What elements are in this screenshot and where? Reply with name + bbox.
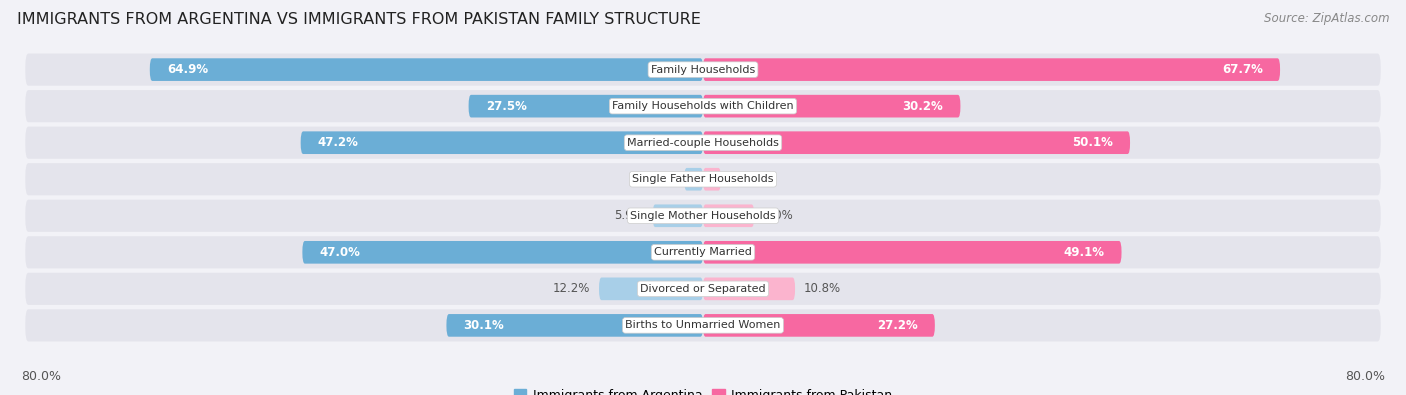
Text: Source: ZipAtlas.com: Source: ZipAtlas.com — [1264, 12, 1389, 25]
Text: IMMIGRANTS FROM ARGENTINA VS IMMIGRANTS FROM PAKISTAN FAMILY STRUCTURE: IMMIGRANTS FROM ARGENTINA VS IMMIGRANTS … — [17, 12, 700, 27]
FancyBboxPatch shape — [25, 127, 1381, 159]
Text: 64.9%: 64.9% — [167, 63, 208, 76]
FancyBboxPatch shape — [468, 95, 703, 117]
FancyBboxPatch shape — [25, 200, 1381, 232]
Text: 2.1%: 2.1% — [730, 173, 759, 186]
Text: Currently Married: Currently Married — [654, 247, 752, 257]
FancyBboxPatch shape — [301, 132, 703, 154]
FancyBboxPatch shape — [652, 205, 703, 227]
Text: 5.9%: 5.9% — [614, 209, 644, 222]
Legend: Immigrants from Argentina, Immigrants from Pakistan: Immigrants from Argentina, Immigrants fr… — [513, 389, 893, 395]
Text: Family Households: Family Households — [651, 65, 755, 75]
Text: 10.8%: 10.8% — [804, 282, 841, 295]
Text: 67.7%: 67.7% — [1222, 63, 1263, 76]
Text: Single Father Households: Single Father Households — [633, 174, 773, 184]
FancyBboxPatch shape — [25, 54, 1381, 86]
Text: Married-couple Households: Married-couple Households — [627, 138, 779, 148]
FancyBboxPatch shape — [302, 241, 703, 263]
FancyBboxPatch shape — [703, 278, 794, 300]
Text: 2.2%: 2.2% — [645, 173, 676, 186]
FancyBboxPatch shape — [703, 132, 1130, 154]
FancyBboxPatch shape — [685, 168, 703, 190]
FancyBboxPatch shape — [703, 314, 935, 337]
FancyBboxPatch shape — [25, 273, 1381, 305]
FancyBboxPatch shape — [150, 58, 703, 81]
FancyBboxPatch shape — [703, 168, 721, 190]
FancyBboxPatch shape — [703, 241, 1122, 263]
FancyBboxPatch shape — [25, 309, 1381, 341]
FancyBboxPatch shape — [599, 278, 703, 300]
Text: 27.5%: 27.5% — [485, 100, 526, 113]
Text: Family Households with Children: Family Households with Children — [612, 101, 794, 111]
Text: 30.1%: 30.1% — [464, 319, 505, 332]
Text: 49.1%: 49.1% — [1063, 246, 1105, 259]
Text: 12.2%: 12.2% — [553, 282, 591, 295]
FancyBboxPatch shape — [703, 205, 754, 227]
Text: Divorced or Separated: Divorced or Separated — [640, 284, 766, 294]
Text: 30.2%: 30.2% — [903, 100, 943, 113]
FancyBboxPatch shape — [25, 163, 1381, 195]
Text: 6.0%: 6.0% — [762, 209, 793, 222]
Text: 50.1%: 50.1% — [1073, 136, 1114, 149]
FancyBboxPatch shape — [447, 314, 703, 337]
Text: 80.0%: 80.0% — [21, 370, 60, 383]
Text: 80.0%: 80.0% — [1346, 370, 1385, 383]
FancyBboxPatch shape — [25, 236, 1381, 268]
Text: 47.2%: 47.2% — [318, 136, 359, 149]
Text: Single Mother Households: Single Mother Households — [630, 211, 776, 221]
Text: 27.2%: 27.2% — [877, 319, 918, 332]
FancyBboxPatch shape — [25, 90, 1381, 122]
Text: Births to Unmarried Women: Births to Unmarried Women — [626, 320, 780, 330]
FancyBboxPatch shape — [703, 95, 960, 117]
FancyBboxPatch shape — [703, 58, 1279, 81]
Text: 47.0%: 47.0% — [319, 246, 360, 259]
